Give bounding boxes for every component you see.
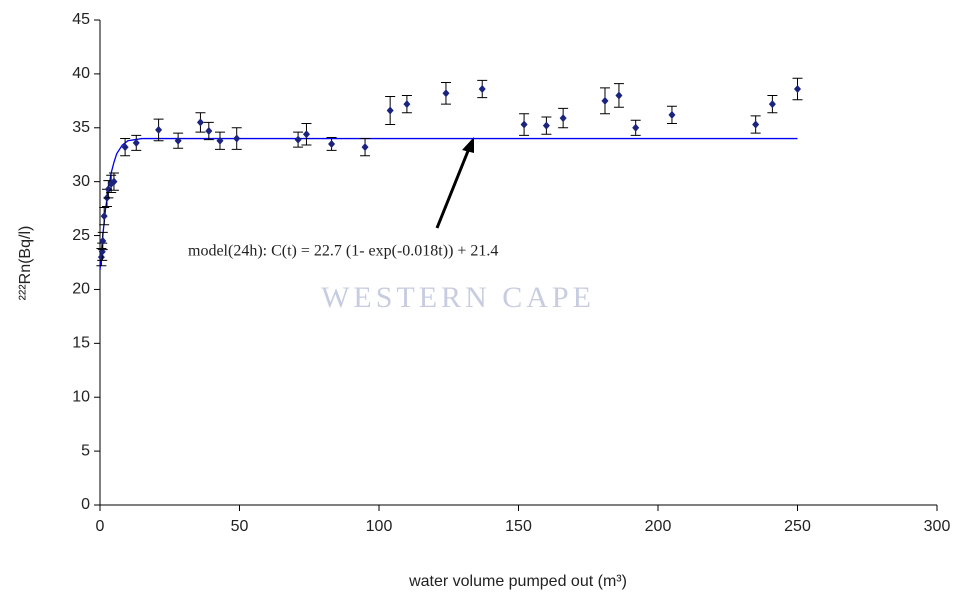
data-point bbox=[559, 114, 567, 123]
y-tick-label: 20 bbox=[72, 281, 90, 298]
data-point bbox=[542, 121, 550, 130]
data-point bbox=[196, 118, 204, 127]
data-point bbox=[99, 236, 107, 245]
data-point bbox=[97, 253, 105, 262]
x-tick-label: 50 bbox=[231, 518, 249, 535]
data-point bbox=[520, 120, 528, 129]
x-tick-label: 0 bbox=[96, 518, 105, 535]
annotation-arrow bbox=[435, 145, 472, 229]
data-point bbox=[361, 143, 369, 152]
model-line bbox=[99, 137, 798, 271]
data-point bbox=[132, 138, 140, 147]
y-axis-label: ²²²Rn(Bq/l) bbox=[17, 226, 34, 301]
data-point bbox=[668, 110, 676, 119]
data-point bbox=[205, 127, 213, 136]
x-tick-label: 250 bbox=[784, 518, 811, 535]
y-tick-label: 5 bbox=[81, 442, 90, 459]
data-point bbox=[216, 136, 224, 145]
data-point bbox=[386, 106, 394, 115]
y-tick-label: 10 bbox=[72, 388, 90, 405]
data-point bbox=[155, 125, 163, 134]
y-tick-label: 25 bbox=[72, 227, 90, 244]
x-tick-label: 150 bbox=[505, 518, 532, 535]
data-point bbox=[110, 177, 118, 186]
data-point bbox=[752, 120, 760, 129]
arrow-head bbox=[462, 137, 474, 153]
x-tick-label: 300 bbox=[924, 518, 951, 535]
y-tick-label: 30 bbox=[72, 173, 90, 190]
data-point bbox=[768, 100, 776, 109]
y-tick-label: 40 bbox=[72, 65, 90, 82]
y-tick-label: 0 bbox=[81, 496, 90, 513]
data-point bbox=[615, 91, 623, 100]
data-point bbox=[403, 100, 411, 109]
data-point bbox=[100, 212, 108, 221]
data-point bbox=[121, 143, 129, 152]
data-point bbox=[632, 123, 640, 132]
x-axis-label: water volume pumped out (m³) bbox=[408, 573, 627, 590]
y-tick-label: 45 bbox=[72, 11, 90, 28]
data-point bbox=[294, 135, 302, 144]
data-point bbox=[794, 84, 801, 93]
data-point bbox=[478, 84, 486, 93]
data-point bbox=[328, 139, 336, 148]
y-tick-label: 35 bbox=[72, 119, 90, 136]
x-tick-label: 100 bbox=[366, 518, 393, 535]
data-point bbox=[174, 136, 182, 145]
data-point bbox=[104, 185, 112, 194]
y-tick-label: 15 bbox=[72, 335, 90, 352]
annotation: model(24h): C(t) = 22.7 (1- exp(-0.018t)… bbox=[188, 243, 498, 260]
data-point bbox=[302, 130, 310, 139]
x-tick-label: 200 bbox=[645, 518, 672, 535]
data-point bbox=[442, 89, 450, 98]
data-point bbox=[233, 134, 241, 143]
data-point bbox=[601, 96, 609, 105]
watermark: WESTERN CAPE bbox=[321, 281, 595, 314]
